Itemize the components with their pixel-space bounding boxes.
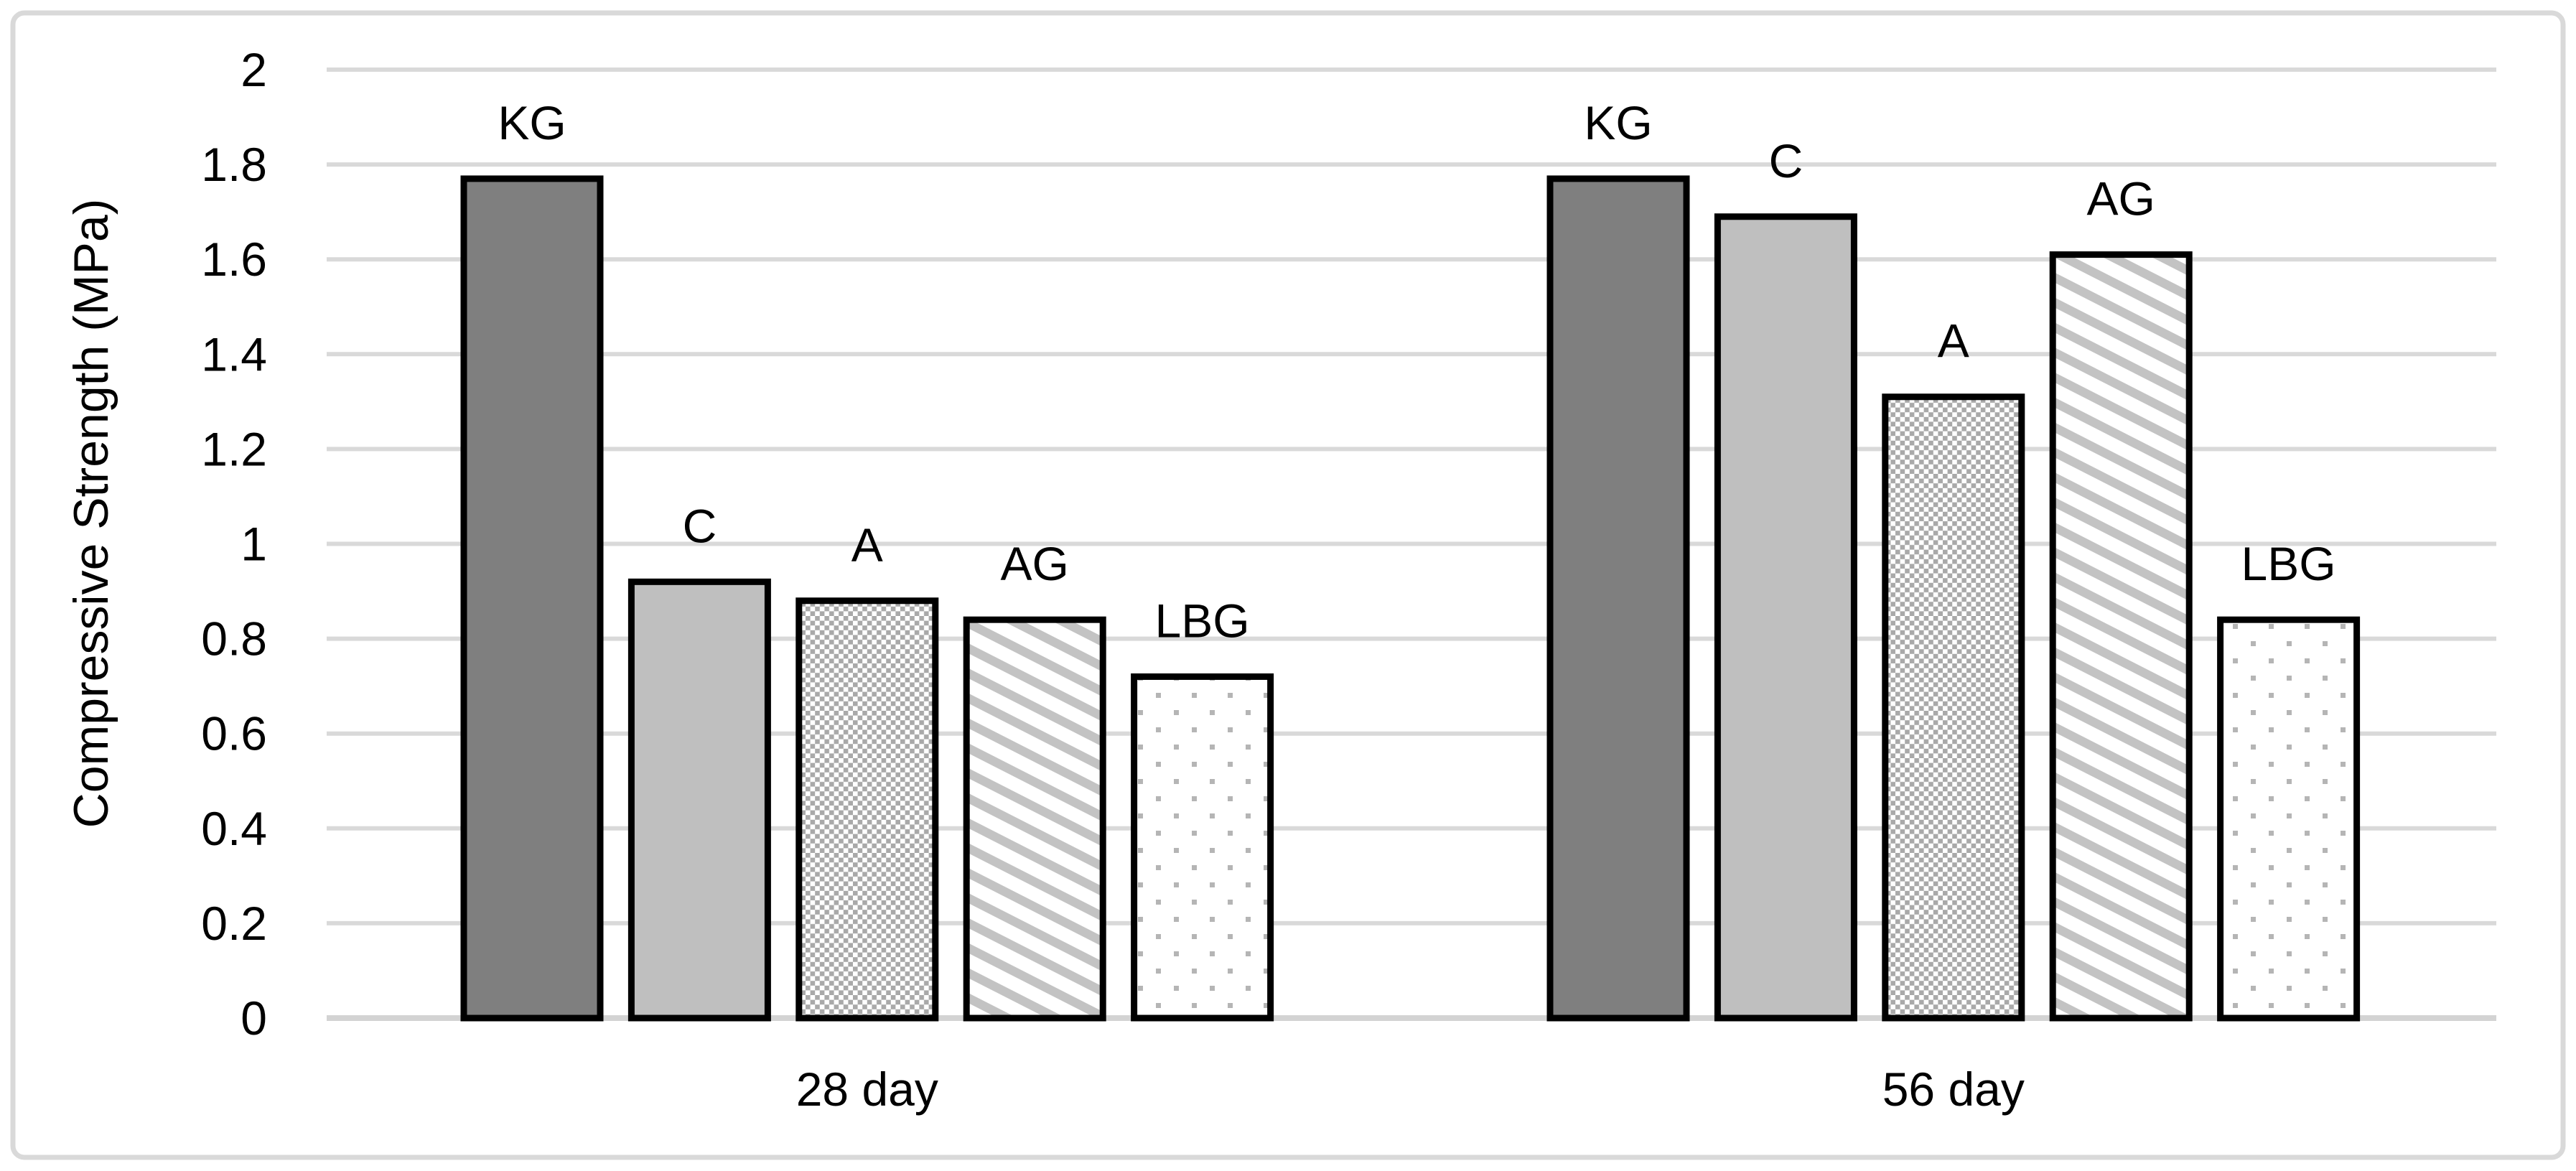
y-tick-label: 1.4 (201, 327, 267, 381)
bar-A-28-day (795, 597, 939, 1022)
bar-label-A: A (851, 518, 883, 571)
bar-label-C: C (1769, 134, 1803, 187)
category-label: 56 day (1882, 1063, 2025, 1116)
y-axis-tick-labels: 2 1.8 1.6 1.4 1.2 1 0.8 0.6 0.4 0.2 0 (201, 43, 267, 1045)
bar-AG-28-day (963, 616, 1106, 1022)
bar-label-LBG: LBG (2241, 537, 2336, 590)
bar-LBG-56-day (2217, 616, 2361, 1022)
bar-C-56-day (1714, 213, 1857, 1022)
bar-labels: KG C A AG LBG KG C A AG LBG (498, 96, 2335, 648)
category-axis-labels: 28 day 56 day (796, 1063, 2025, 1116)
bar-label-A: A (1938, 314, 1969, 368)
figure-border (10, 10, 2566, 1160)
bar-label-KG: KG (1584, 96, 1652, 149)
bars (460, 175, 2361, 1022)
y-tick-label: 0.6 (201, 707, 267, 760)
bar-label-KG: KG (498, 96, 566, 149)
y-axis-title: Compressive Strength (MPa) (64, 199, 118, 829)
category-label: 28 day (796, 1063, 938, 1116)
y-tick-label: 0 (241, 992, 267, 1045)
bar-LBG-28-day (1131, 673, 1274, 1022)
y-tick-label: 0.2 (201, 897, 267, 950)
y-tick-label: 1.2 (201, 422, 267, 475)
bar-label-LBG: LBG (1155, 594, 1250, 647)
y-tick-label: 1 (241, 518, 267, 571)
y-tick-label: 0.4 (201, 802, 267, 855)
y-tick-label: 1.6 (201, 233, 267, 286)
bar-label-AG: AG (1001, 537, 1069, 590)
bar-label-C: C (683, 499, 717, 552)
bar-C-28-day (627, 578, 771, 1022)
y-tick-label: 1.8 (201, 138, 267, 191)
y-tick-label: 0.8 (201, 612, 267, 666)
y-tick-label: 2 (241, 43, 267, 96)
bar-label-AG: AG (2087, 172, 2155, 225)
bar-A-56-day (1882, 393, 2025, 1022)
bar-KG-28-day (460, 175, 604, 1022)
bar-KG-56-day (1546, 175, 1690, 1022)
bar-AG-56-day (2049, 251, 2193, 1022)
